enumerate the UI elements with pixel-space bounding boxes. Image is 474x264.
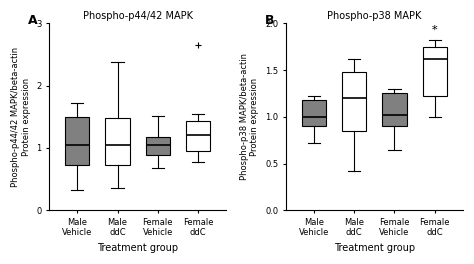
Title: Phospho-p38 MAPK: Phospho-p38 MAPK: [327, 11, 421, 21]
X-axis label: Treatment group: Treatment group: [334, 243, 415, 253]
Y-axis label: Phospho-p38 MAPK/beta-actin
Protein expression: Phospho-p38 MAPK/beta-actin Protein expr…: [240, 53, 259, 180]
Text: *: *: [432, 25, 438, 35]
Text: B: B: [264, 14, 274, 27]
PathPatch shape: [383, 93, 407, 126]
PathPatch shape: [423, 47, 447, 96]
Y-axis label: Phospho-p44/42 MAPK/beta-actin
Protein expression: Phospho-p44/42 MAPK/beta-actin Protein e…: [11, 47, 30, 187]
PathPatch shape: [146, 137, 170, 155]
Text: A: A: [28, 14, 37, 27]
PathPatch shape: [65, 117, 89, 166]
X-axis label: Treatment group: Treatment group: [97, 243, 178, 253]
PathPatch shape: [342, 72, 366, 131]
PathPatch shape: [302, 100, 326, 126]
Title: Phospho-p44/42 MAPK: Phospho-p44/42 MAPK: [82, 11, 192, 21]
PathPatch shape: [105, 118, 129, 166]
PathPatch shape: [186, 121, 210, 151]
